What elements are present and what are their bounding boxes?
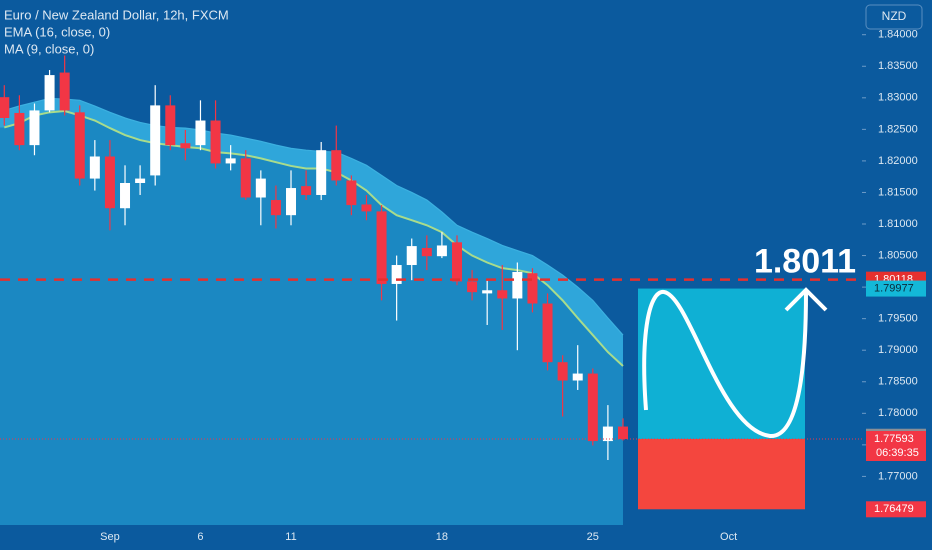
y-tick-label: 1.83000 xyxy=(878,92,918,104)
y-tick-label: 1.78500 xyxy=(878,376,918,388)
candle-body xyxy=(135,178,146,183)
candle-body xyxy=(29,110,40,146)
candle-layer xyxy=(0,55,628,461)
price-tag xyxy=(866,430,926,461)
candle-body xyxy=(270,200,281,216)
ema-line xyxy=(4,110,624,367)
candle-body xyxy=(331,150,342,181)
candle-body xyxy=(0,97,10,118)
candle-body xyxy=(512,271,523,299)
candle-body xyxy=(210,120,221,164)
candle-body xyxy=(195,120,206,146)
chart-title: Euro / New Zealand Dollar, 12h, FXCM xyxy=(4,7,229,22)
candle-body xyxy=(572,373,583,381)
x-tick-label: Sep xyxy=(100,531,120,543)
area-layer xyxy=(0,97,624,525)
y-tick-label: 1.80500 xyxy=(878,249,918,261)
forecast-curve xyxy=(642,290,808,439)
candle-body xyxy=(225,158,236,164)
x-tick-label: 6 xyxy=(197,531,203,543)
axis-layer: 1.84000 1.83500 1.83000 1.82500 1.82000 1.815… xyxy=(100,29,926,543)
candle-body xyxy=(391,265,402,284)
candle-body xyxy=(59,72,70,111)
currency-button[interactable] xyxy=(865,4,923,30)
legend-entry: MA (9, close, 0) xyxy=(4,41,94,56)
candle-body xyxy=(165,105,176,146)
candle-body xyxy=(406,246,417,266)
forecast-arrowhead xyxy=(784,287,828,312)
y-tick-label: 1.82000 xyxy=(878,155,918,167)
x-tick-label: 11 xyxy=(285,531,296,543)
x-tick-label: 18 xyxy=(436,531,448,543)
candle-body xyxy=(467,281,478,293)
ma-band xyxy=(0,98,623,366)
candle-body xyxy=(557,362,568,381)
currency-label[interactable]: NZD xyxy=(882,9,907,23)
candle-body xyxy=(120,182,131,209)
y-tick-label: 1.78000 xyxy=(878,407,918,419)
y-tick-label: 1.81000 xyxy=(878,218,918,230)
countdown-label: 06:39:35 xyxy=(876,447,919,459)
price-tag-label: 1.76479 xyxy=(874,503,914,515)
candle-body xyxy=(301,186,312,195)
candle-body xyxy=(180,143,191,149)
candle-body xyxy=(346,180,357,206)
y-tick-label: 1.81500 xyxy=(878,186,918,198)
y-tick-label: 1.84000 xyxy=(878,29,918,41)
y-tick-label: 1.79500 xyxy=(878,313,918,325)
y-tick-label: 1.82500 xyxy=(878,123,918,135)
candle-body xyxy=(286,188,297,216)
candle-body xyxy=(44,75,55,111)
y-tick-label: 1.77000 xyxy=(878,470,918,482)
candle-body xyxy=(74,112,85,179)
y-tick-label: 1.83500 xyxy=(878,60,918,72)
stop-zone xyxy=(638,438,805,510)
candle-body xyxy=(240,158,251,198)
candle-body xyxy=(497,290,508,299)
position-layer: 1.8011 xyxy=(0,243,862,510)
price-tag-label: 1.79977 xyxy=(874,282,914,294)
target-zone xyxy=(638,288,805,439)
price-tag xyxy=(866,501,926,518)
ma-area xyxy=(0,98,623,525)
ma-line xyxy=(4,97,624,336)
legend-entry: EMA (16, close, 0) xyxy=(4,24,110,39)
candle-body xyxy=(452,242,462,282)
candle-body xyxy=(617,426,628,439)
candle-body xyxy=(587,373,598,442)
candle-body xyxy=(527,273,538,304)
x-tick-label: Oct xyxy=(720,531,737,543)
x-tick-label: 25 xyxy=(587,531,599,543)
y-tick-label: 1.79000 xyxy=(878,344,918,356)
candle-body xyxy=(421,247,432,257)
candle-body xyxy=(542,303,553,363)
candle-body xyxy=(104,156,115,209)
candle-body xyxy=(89,156,100,179)
candle-body xyxy=(14,112,25,146)
candle-body xyxy=(376,211,387,284)
candle-body xyxy=(482,290,493,294)
annotation: 1.8011 xyxy=(754,243,856,281)
price-tag xyxy=(866,280,926,297)
candle-body xyxy=(150,105,161,176)
candle-body xyxy=(436,245,447,257)
candle-body xyxy=(602,426,613,442)
candle-body xyxy=(255,178,266,198)
candle-body xyxy=(316,150,327,195)
price-tag-label: 1.77593 xyxy=(874,433,914,445)
candle-body xyxy=(361,204,372,212)
